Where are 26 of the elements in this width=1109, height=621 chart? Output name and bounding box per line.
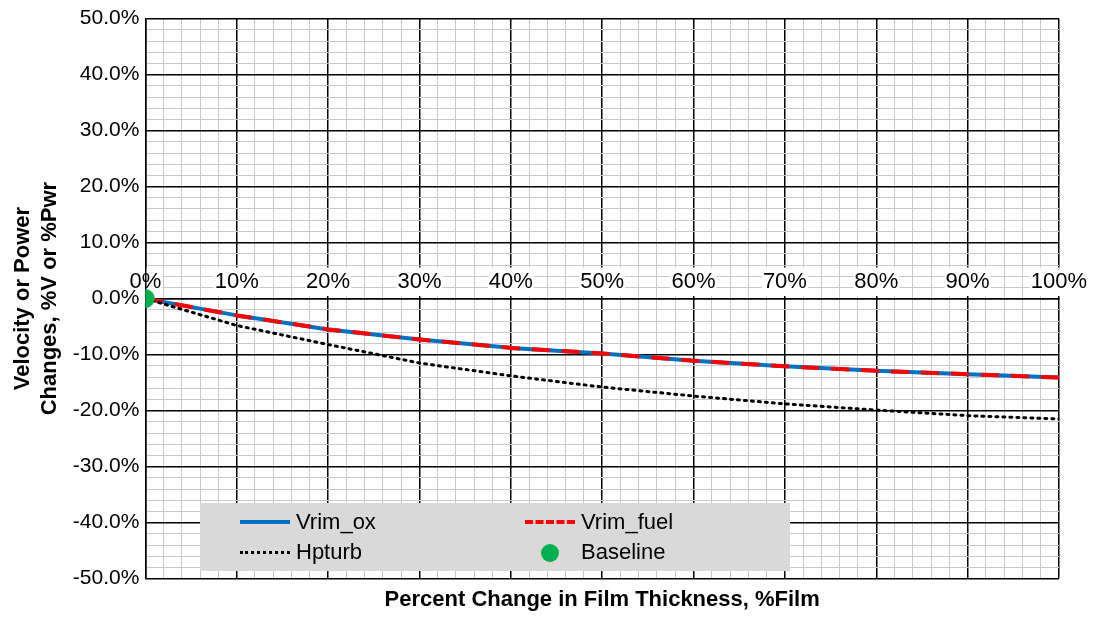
x-tick-label: 50% <box>580 267 625 293</box>
y-tick-label: -40.0% <box>72 509 140 533</box>
y-tick-label: 50.0% <box>79 5 140 29</box>
legend-label: Baseline <box>581 539 666 565</box>
legend-label: Hpturb <box>296 539 363 565</box>
y-tick-label: 10.0% <box>79 229 140 253</box>
y-tick-label: 20.0% <box>79 173 140 197</box>
y-tick-label: 30.0% <box>79 117 140 141</box>
y-tick-label: -30.0% <box>72 453 140 477</box>
y-tick-label: -10.0% <box>72 341 140 365</box>
x-axis-title: Percent Change in Film Thickness, %Film <box>384 585 820 611</box>
y-tick-label: -20.0% <box>72 397 140 421</box>
legend-label: Vrim_ox <box>296 509 376 535</box>
x-tick-label: 30% <box>397 267 442 293</box>
x-tick-label: 70% <box>762 267 807 293</box>
x-tick-label: 20% <box>306 267 351 293</box>
x-tick-label: 90% <box>945 267 990 293</box>
legend-label: Vrim_fuel <box>581 509 674 535</box>
y-tick-label: -50.0% <box>72 565 140 589</box>
x-tick-label: 60% <box>671 267 716 293</box>
y-tick-label: 40.0% <box>79 61 140 85</box>
x-tick-label: 80% <box>854 267 899 293</box>
y-axis-title: Velocity or Power Changes, %V or %Pwr <box>9 181 61 416</box>
x-tick-label: 40% <box>488 267 533 293</box>
x-tick-label: 100% <box>1030 267 1088 293</box>
x-tick-label: 10% <box>214 267 259 293</box>
